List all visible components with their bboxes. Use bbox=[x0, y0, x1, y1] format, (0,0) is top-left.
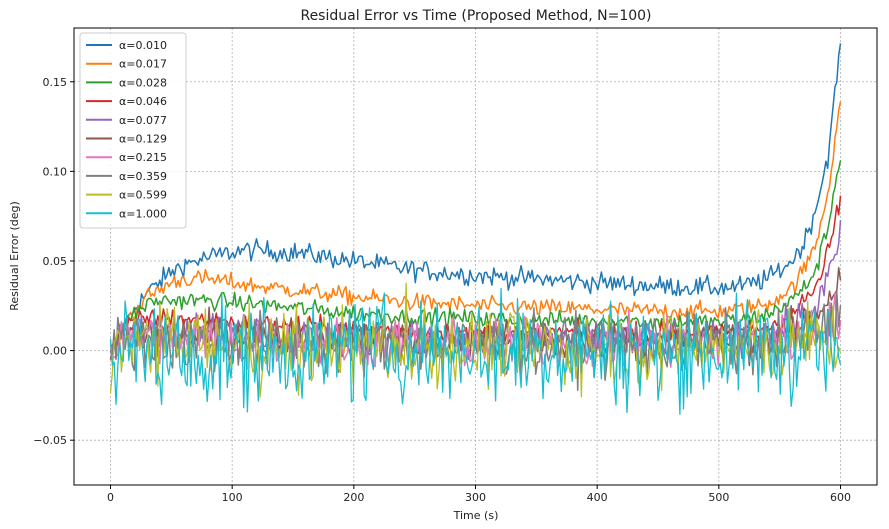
y-tick-label: 0.15 bbox=[43, 76, 68, 89]
chart-title: Residual Error vs Time (Proposed Method,… bbox=[300, 8, 651, 24]
legend-label: α=0.046 bbox=[119, 95, 167, 108]
x-tick-label: 300 bbox=[465, 491, 486, 504]
x-axis-label: Time (s) bbox=[453, 509, 499, 522]
x-tick-label: 100 bbox=[222, 491, 243, 504]
y-axis: −0.05 0.00 0.05 0.10 0.15 bbox=[33, 76, 74, 447]
x-tick-label: 200 bbox=[343, 491, 364, 504]
series-line bbox=[109, 160, 842, 349]
series-line bbox=[109, 287, 842, 415]
y-tick-label: 0.05 bbox=[43, 255, 68, 268]
y-tick-label: −0.05 bbox=[33, 434, 67, 447]
series-line bbox=[109, 101, 842, 357]
legend-label: α=0.599 bbox=[119, 189, 167, 202]
x-axis: 0 100 200 300 400 500 600 bbox=[107, 485, 851, 504]
series-layer bbox=[109, 43, 842, 415]
x-tick-label: 600 bbox=[830, 491, 851, 504]
y-tick-label: 0.10 bbox=[43, 165, 68, 178]
series-line bbox=[110, 291, 842, 392]
legend-label: α=0.010 bbox=[119, 39, 167, 52]
y-tick-label: 0.00 bbox=[43, 345, 68, 358]
series-line bbox=[110, 43, 842, 349]
y-axis-label: Residual Error (deg) bbox=[8, 201, 21, 311]
legend-label: α=0.215 bbox=[119, 151, 167, 164]
legend-label: α=0.077 bbox=[119, 114, 167, 127]
legend-label: α=1.000 bbox=[119, 207, 167, 220]
x-tick-label: 500 bbox=[708, 491, 729, 504]
legend-label: α=0.129 bbox=[119, 133, 167, 146]
legend: α=0.010 α=0.017 α=0.028 α=0.046 α=0.077 α=0.1… bbox=[79, 32, 187, 229]
x-tick-label: 400 bbox=[587, 491, 608, 504]
legend-label: α=0.017 bbox=[119, 58, 167, 71]
legend-label: α=0.359 bbox=[119, 170, 167, 183]
x-tick-label: 0 bbox=[107, 491, 114, 504]
legend-label: α=0.028 bbox=[119, 76, 167, 89]
